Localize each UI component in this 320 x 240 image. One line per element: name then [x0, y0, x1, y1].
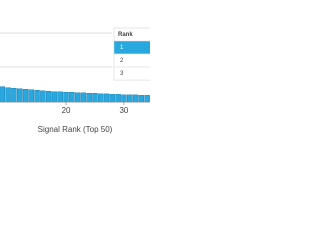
bar [63, 92, 69, 103]
bar [5, 87, 11, 103]
table-cell: 3 [120, 71, 124, 77]
bar [80, 92, 87, 103]
table-header: Rank [118, 32, 133, 38]
bar [127, 94, 133, 103]
bar [69, 92, 75, 103]
bar [121, 94, 127, 103]
bar [45, 91, 52, 103]
bar [92, 93, 98, 103]
bar [86, 93, 92, 103]
bar [132, 94, 139, 103]
bar [98, 93, 104, 103]
x-tick-label: 20 [62, 106, 71, 115]
table-row [113, 66, 150, 81]
bar [22, 89, 29, 103]
bar [115, 94, 121, 103]
bar [0, 86, 6, 103]
bar [138, 95, 145, 103]
table-cell: 1 [120, 45, 124, 51]
bar [34, 90, 40, 103]
x-axis-label: Signal Rank (Top 50) [38, 125, 113, 134]
bar [144, 95, 150, 103]
bar [103, 93, 110, 103]
bar [16, 88, 23, 103]
bar [28, 89, 34, 103]
bar [51, 91, 58, 103]
x-tick-label: 30 [119, 106, 128, 115]
bar [57, 91, 63, 103]
table-cell: 2 [120, 58, 124, 64]
bar [40, 90, 46, 103]
bar [109, 94, 116, 103]
bar [11, 87, 17, 103]
chart: Signal Rank (Top 50) 20 30 Rank 1 2 3 [0, 27, 150, 134]
bar [74, 92, 81, 103]
